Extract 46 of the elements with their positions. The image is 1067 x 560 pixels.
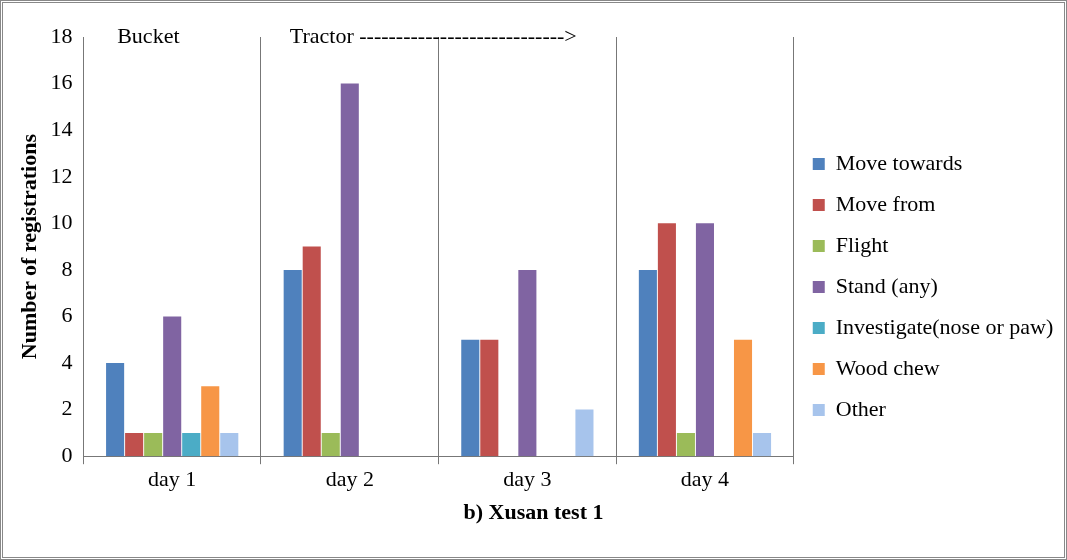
bar [657, 223, 676, 457]
bar [733, 339, 753, 457]
bar [753, 432, 772, 457]
y-tick-label: 18 [50, 22, 73, 48]
bar [283, 269, 302, 457]
x-tick-label: day 3 [503, 466, 552, 492]
bar [695, 223, 714, 457]
legend-label: Stand (any) [835, 272, 938, 298]
bar [518, 269, 537, 457]
x-tick-label: day 2 [325, 466, 374, 492]
x-tick-label: day 1 [148, 466, 197, 492]
legend-label: Investigate(nose or paw) [835, 313, 1054, 339]
x-tick-label: day 4 [680, 466, 730, 492]
y-tick-label: 0 [61, 441, 73, 467]
y-tick-label: 10 [50, 209, 73, 235]
y-tick-label: 6 [61, 302, 73, 328]
bar [182, 432, 201, 457]
bar [163, 316, 182, 457]
annotation: Bucket [117, 22, 180, 48]
bar [676, 432, 695, 457]
legend-label: Wood chew [835, 354, 940, 380]
legend-label: Flight [835, 231, 889, 257]
text: b) Xusan test 1 [463, 499, 604, 525]
y-tick-label: 8 [61, 255, 73, 281]
bar [144, 432, 163, 457]
bar [340, 83, 359, 457]
annotation: Tractor ----------------------------> [289, 22, 577, 48]
bar [125, 432, 144, 457]
y-tick-label: 12 [50, 162, 73, 188]
bar [201, 386, 220, 457]
bar [302, 246, 321, 457]
bar [321, 432, 340, 457]
bar [638, 269, 657, 457]
bar [220, 432, 239, 457]
y-axis-title: Number of registrations [15, 133, 41, 360]
y-tick-label: 14 [50, 115, 73, 141]
bar [480, 339, 499, 457]
bar [461, 339, 480, 457]
legend-label: Move towards [835, 149, 963, 175]
bar [575, 409, 594, 457]
y-tick-label: 2 [61, 395, 73, 421]
legend-label: Other [835, 395, 887, 421]
legend-label: Move from [835, 190, 936, 216]
bar [106, 363, 125, 457]
y-tick-label: 4 [61, 348, 73, 374]
y-tick-label: 16 [50, 69, 73, 95]
